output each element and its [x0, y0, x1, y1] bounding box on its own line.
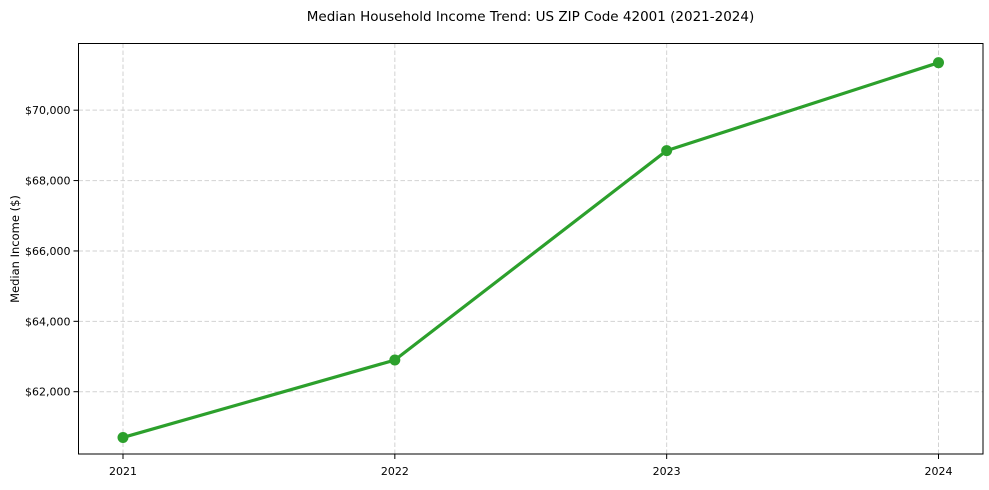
y-tick-label-62000: $62,000 — [25, 386, 71, 399]
plot-area: $62,000 $64,000 $66,000 $68,000 $70,000 2021 2… — [25, 43, 984, 478]
data-point-2022 — [389, 354, 401, 366]
data-point-2021 — [117, 431, 129, 443]
x-tick-label-2024: 2024 — [925, 465, 953, 478]
y-axis-label: Median Income ($) — [8, 195, 22, 303]
x-tick-label-2023: 2023 — [653, 465, 681, 478]
y-tick-label-70000: $70,000 — [25, 104, 71, 117]
y-tick-label-64000: $64,000 — [25, 315, 71, 328]
x-tick-label-2021: 2021 — [109, 465, 137, 478]
x-tick-label-2022: 2022 — [381, 465, 409, 478]
y-tick-label-66000: $66,000 — [25, 245, 71, 258]
data-point-2023 — [661, 145, 673, 157]
plot-border — [78, 43, 984, 455]
y-tick-label-68000: $68,000 — [25, 175, 71, 188]
data-point-2024 — [933, 57, 944, 69]
chart-title: Median Household Income Trend: US ZIP Co… — [307, 9, 755, 25]
series-line — [121, 61, 941, 440]
